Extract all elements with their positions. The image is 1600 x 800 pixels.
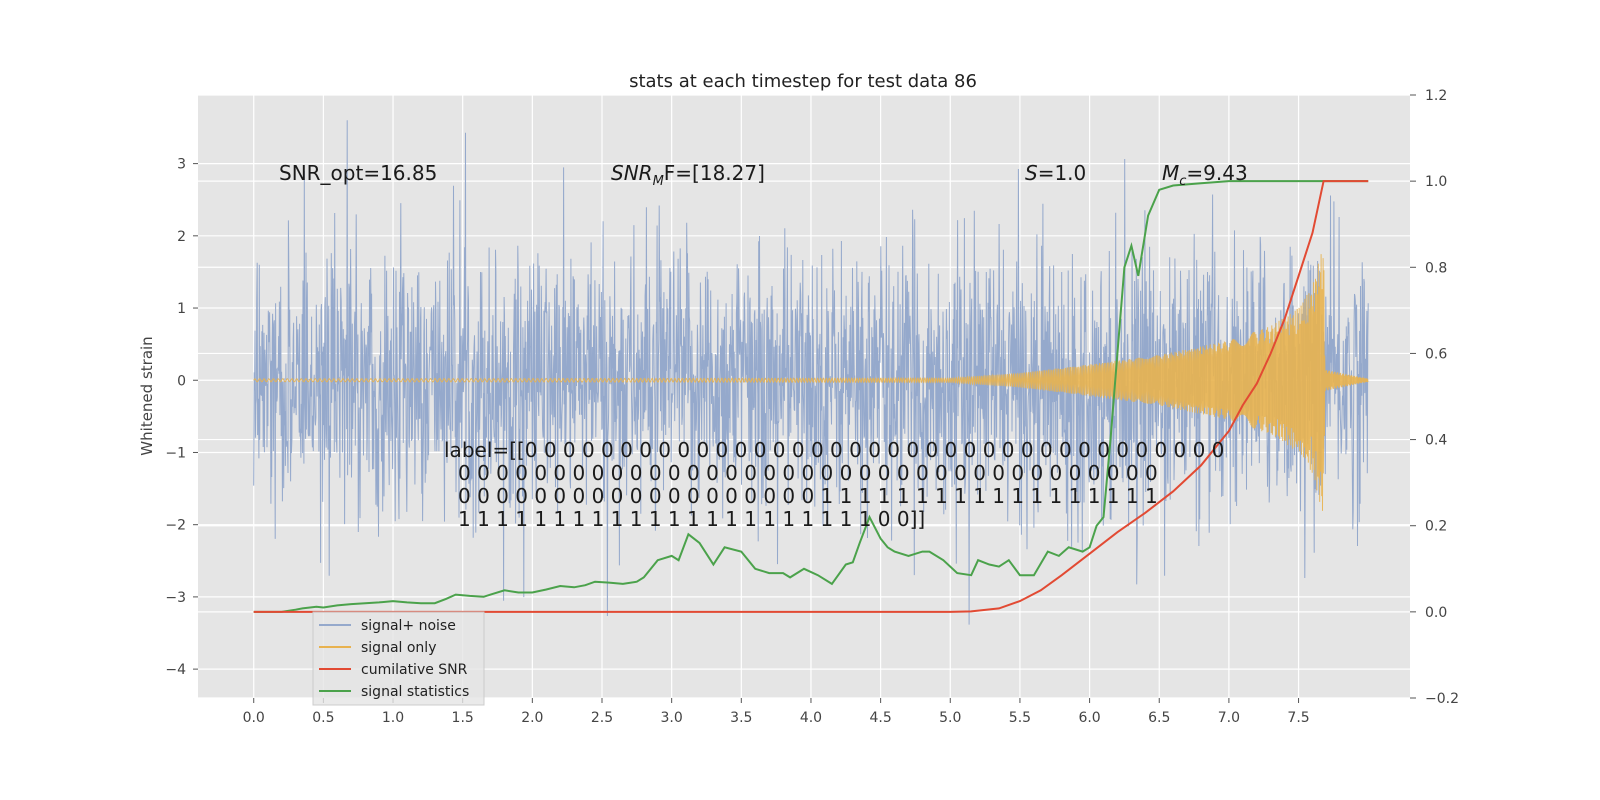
y2-tick-label-2: 0.2 [1425,519,1447,535]
x-tick-label-4: 2.0 [521,710,543,726]
x-tick-label-9: 4.5 [869,710,891,726]
label-line-2: 0 0 0 0 0 0 0 0 0 0 0 0 0 0 0 0 0 0 0 0 … [458,461,1158,485]
right-axis-curves [253,180,1369,613]
snr-mf-annotation: SNRMF=[18.27] [611,161,765,189]
y-tick-label-7: 3 [177,157,186,173]
y2-tick-label-7: 1.2 [1425,88,1447,104]
trace-signal-only [253,254,1369,511]
legend-entry-signal-statistics: signal statistics [319,684,469,700]
trace-signal-statistics [253,180,1369,613]
x-tick-label-14: 7.0 [1218,710,1240,726]
snr-opt-annotation: SNR_opt=16.85 [279,161,437,185]
x-tick-label-12: 6.0 [1078,710,1100,726]
y-tick-label-3: −1 [165,445,186,461]
legend-label-cumulative-snr: cumilative SNR [361,662,468,678]
y-tick-label-1: −3 [165,590,186,606]
y-tick-label-2: −2 [165,518,186,534]
x-tick-label-10: 5.0 [939,710,961,726]
legend-entry-cumulative-snr: cumilative SNR [319,662,468,678]
x-tick-label-6: 3.0 [661,710,683,726]
x-tick-label-1: 0.5 [312,710,334,726]
x-tick-label-13: 6.5 [1148,710,1170,726]
y-tick-label-5: 1 [177,301,186,317]
x-tick-label-15: 7.5 [1287,710,1309,726]
mc-annotation: Mc=9.43 [1162,161,1248,189]
legend: signal+ noise signal only cumilative SNR… [312,611,485,706]
legend-label-signal-noise: signal+ noise [361,618,456,634]
x-tick-label-11: 5.5 [1009,710,1031,726]
y2-tick-label-1: 0.0 [1425,605,1447,621]
series-signal-only [253,254,1369,511]
trace-signal-noise [253,120,1369,625]
x-tick-label-8: 4.0 [800,710,822,726]
label-line-3: 0 0 0 0 0 0 0 0 0 0 0 0 0 0 0 0 0 0 0 1 … [458,484,1158,508]
y-tick-label-0: −4 [165,662,186,678]
x-tick-label-3: 1.5 [452,710,474,726]
label-line-1: label=[[0 0 0 0 0 0 0 0 0 0 0 0 0 0 0 0 … [444,438,1224,462]
y-tick-label-6: 2 [177,229,186,245]
chart-title: stats at each timestep for test data 86 [629,71,977,92]
x-axis-ticks: 0.0 0.5 1.0 1.5 2.0 2.5 3.0 3.5 4.0 4.5 5.0 5.5 6.0 6… [243,698,1310,726]
grid-lines [198,94,1410,699]
legend-box [312,611,485,706]
y-axis-ticks: −4 −3 −2 −1 0 1 2 3 [165,157,198,678]
annotations: SNR_opt=16.85 SNRMF=[18.27] S=1.0 Mc=9.4… [279,161,1248,531]
trace-cumulative-snr [253,180,1369,613]
x-tick-label-0: 0.0 [243,710,265,726]
x-tick-label-5: 2.5 [591,710,613,726]
y2-tick-label-0: −0.2 [1425,691,1459,707]
s-annotation: S=1.0 [1025,161,1086,185]
x-tick-label-7: 3.5 [730,710,752,726]
y-tick-label-4: 0 [177,373,186,389]
legend-entry-signal-only: signal only [319,640,436,656]
y2-tick-label-3: 0.4 [1425,433,1447,449]
y-axis-label: Whitened strain [138,336,156,455]
y2-tick-label-5: 0.8 [1425,260,1447,276]
label-line-4: 1 1 1 1 1 1 1 1 1 1 1 1 1 1 1 1 1 1 1 1 … [458,507,925,531]
legend-entry-signal-noise: signal+ noise [319,618,456,634]
y2-tick-label-4: 0.6 [1425,346,1447,362]
y2-tick-label-6: 1.0 [1425,174,1447,190]
legend-label-signal-statistics: signal statistics [361,684,469,700]
x-tick-label-2: 1.0 [382,710,404,726]
legend-label-signal-only: signal only [361,640,436,656]
series-signal-noise [253,120,1369,625]
y-right-axis-ticks: −0.2 0.0 0.2 0.4 0.6 0.8 1.0 1.2 [1410,88,1459,707]
